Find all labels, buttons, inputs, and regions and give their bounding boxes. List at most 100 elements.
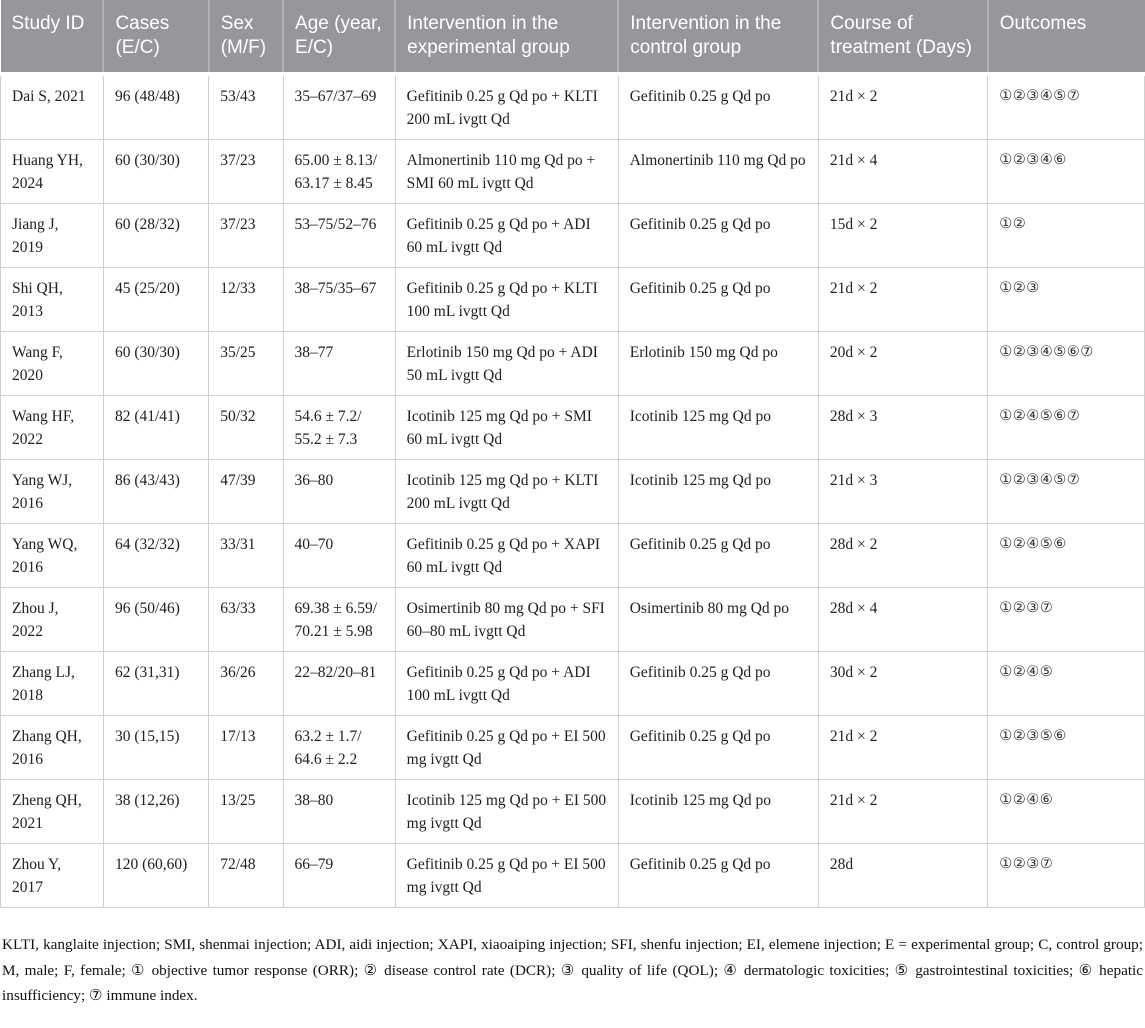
cell-course: 21d × 3 <box>817 459 989 524</box>
cell-cases: 30 (15,15) <box>102 715 210 780</box>
cell-outcomes: ①②④⑤⑥ <box>987 523 1145 588</box>
table-row: Zhou Y, 2017 120 (60,60) 72/48 66–79 Gefitin… <box>0 843 1145 908</box>
cell-course: 21d × 2 <box>817 73 989 140</box>
cell-intervention-control: Icotinib 125 mg Qd po <box>617 459 819 524</box>
cell-intervention-experimental: Almonertinib 110 mg Qd po + SMI 60 mL iv… <box>394 139 619 204</box>
cell-cases: 96 (48/48) <box>102 73 210 140</box>
cell-study-id: Zheng QH, 2021 <box>0 779 104 844</box>
cell-sex: 12/33 <box>208 267 284 332</box>
cell-intervention-control: Gefitinib 0.25 g Qd po <box>617 843 819 908</box>
cell-study-id: Zhang LJ, 2018 <box>0 651 104 716</box>
cell-cases: 45 (25/20) <box>102 267 210 332</box>
cell-study-id: Shi QH, 2013 <box>0 267 104 332</box>
cell-study-id: Yang WQ, 2016 <box>0 523 104 588</box>
cell-course: 21d × 2 <box>817 715 989 780</box>
cell-intervention-control: Gefitinib 0.25 g Qd po <box>617 651 819 716</box>
table-body: Dai S, 2021 96 (48/48) 53/43 35–67/​37–69 Ge… <box>0 73 1145 908</box>
cell-outcomes: ①②③④⑤⑥⑦ <box>987 331 1145 396</box>
cell-outcomes: ①②③ <box>987 267 1145 332</box>
cell-intervention-control: Erlotinib 150 mg Qd po <box>617 331 819 396</box>
table-row: Wang HF, 2022 82 (41/41) 50/32 54.6 ± 7.2/​… <box>0 395 1145 460</box>
cell-cases: 60 (28/32) <box>102 203 210 268</box>
cell-intervention-experimental: Gefitinib 0.25 g Qd po + EI 500 mg ivgtt… <box>394 715 619 780</box>
cell-age: 38–75/​35–67 <box>282 267 396 332</box>
cell-intervention-experimental: Gefitinib 0.25 g Qd po + ADI 60 mL ivgtt… <box>394 203 619 268</box>
cell-course: 21d × 2 <box>817 779 989 844</box>
cell-sex: 36/26 <box>208 651 284 716</box>
cell-intervention-control: Icotinib 125 mg Qd po <box>617 395 819 460</box>
cell-outcomes: ①②③④⑤⑦ <box>987 73 1145 140</box>
cell-outcomes: ①② <box>987 203 1145 268</box>
cell-cases: 120 (60,60) <box>102 843 210 908</box>
table-row: Huang YH, 2024 60 (30/30) 37/23 65.00 ± 8.1… <box>0 139 1145 204</box>
cell-outcomes: ①②③⑤⑥ <box>987 715 1145 780</box>
cell-age: 54.6 ± 7.2/​55.2 ± 7.3 <box>282 395 396 460</box>
column-header-outcomes: Outcomes <box>986 0 1145 76</box>
cell-course: 15d × 2 <box>817 203 989 268</box>
cell-course: 28d × 4 <box>817 587 989 652</box>
cell-intervention-control: Icotinib 125 mg Qd po <box>617 779 819 844</box>
cell-intervention-control: Gefitinib 0.25 g Qd po <box>617 203 819 268</box>
column-header-sex: Sex (M/F) <box>207 0 284 76</box>
cell-course: 28d × 2 <box>817 523 989 588</box>
cell-outcomes: ①②④⑥ <box>987 779 1145 844</box>
column-header-cases: Cases (E/C) <box>102 0 209 76</box>
cell-study-id: Zhou Y, 2017 <box>0 843 104 908</box>
table-row: Shi QH, 2013 45 (25/20) 12/33 38–75/​35–67 G… <box>0 267 1145 332</box>
cell-sex: 50/32 <box>208 395 284 460</box>
cell-intervention-control: Gefitinib 0.25 g Qd po <box>617 267 819 332</box>
cell-intervention-experimental: Icotinib 125 mg Qd po + EI 500 mg ivgtt … <box>394 779 619 844</box>
cell-intervention-experimental: Icotinib 125 mg Qd po + KLTI 200 mL ivgt… <box>394 459 619 524</box>
table-row: Yang WQ, 2016 64 (32/32) 33/31 40–70 Gefitin… <box>0 523 1145 588</box>
cell-sex: 33/31 <box>208 523 284 588</box>
cell-cases: 82 (41/41) <box>102 395 210 460</box>
cell-age: 38–77 <box>282 331 396 396</box>
cell-course: 28d × 3 <box>817 395 989 460</box>
cell-intervention-control: Gefitinib 0.25 g Qd po <box>617 523 819 588</box>
cell-study-id: Jiang J, 2019 <box>0 203 104 268</box>
cell-study-id: Zhou J, 2022 <box>0 587 104 652</box>
cell-sex: 13/25 <box>208 779 284 844</box>
cell-intervention-experimental: Gefitinib 0.25 g Qd po + KLTI 200 mL ivg… <box>394 73 619 140</box>
cell-sex: 63/33 <box>208 587 284 652</box>
cell-intervention-experimental: Erlotinib 150 mg Qd po + ADI 50 mL ivgtt… <box>394 331 619 396</box>
cell-outcomes: ①②④⑤⑥⑦ <box>987 395 1145 460</box>
cell-intervention-control: Almonertinib 110 mg Qd po <box>617 139 819 204</box>
cell-outcomes: ①②③⑦ <box>987 843 1145 908</box>
table-row: Yang WJ, 2016 86 (43/43) 47/39 36–80 Icotini… <box>0 459 1145 524</box>
table-footnote: KLTI, kanglaite injection; SMI, shenmai … <box>2 936 1143 1005</box>
cell-course: 21d × 4 <box>817 139 989 204</box>
cell-sex: 47/39 <box>208 459 284 524</box>
cell-cases: 60 (30/30) <box>102 139 210 204</box>
cell-cases: 96 (50/46) <box>102 587 210 652</box>
cell-cases: 86 (43/43) <box>102 459 210 524</box>
cell-study-id: Huang YH, 2024 <box>0 139 104 204</box>
cell-age: 36–80 <box>282 459 396 524</box>
cell-intervention-experimental: Gefitinib 0.25 g Qd po + EI 500 mg ivgtt… <box>394 843 619 908</box>
cell-course: 28d <box>817 843 989 908</box>
table-row: Jiang J, 2019 60 (28/32) 37/23 53–75/​52–76… <box>0 203 1145 268</box>
column-header-intervention-control: Intervention in the control group <box>617 0 819 76</box>
cell-age: 38–80 <box>282 779 396 844</box>
cell-intervention-experimental: Gefitinib 0.25 g Qd po + XAPI 60 mL ivgt… <box>394 523 619 588</box>
cell-sex: 37/23 <box>208 203 284 268</box>
cell-sex: 17/13 <box>208 715 284 780</box>
cell-intervention-control: Gefitinib 0.25 g Qd po <box>617 715 819 780</box>
column-header-intervention-experimental: Intervention in the experimental group <box>394 0 619 76</box>
cell-sex: 37/23 <box>208 139 284 204</box>
cell-cases: 64 (32/32) <box>102 523 210 588</box>
cell-intervention-experimental: Osimertinib 80 mg Qd po + SFI 60–80 mL i… <box>394 587 619 652</box>
column-header-study-id: Study ID <box>0 0 104 76</box>
cell-study-id: Zhang QH, 2016 <box>0 715 104 780</box>
cell-age: 63.2 ± 1.7/​64.6 ± 2.2 <box>282 715 396 780</box>
cell-intervention-experimental: Icotinib 125 mg Qd po + SMI 60 mL ivgtt … <box>394 395 619 460</box>
cell-study-id: Dai S, 2021 <box>0 73 104 140</box>
cell-intervention-control: Osimertinib 80 mg Qd po <box>617 587 819 652</box>
cell-age: 65.00 ± 8.13/​63.17 ± 8.45 <box>282 139 396 204</box>
cell-study-id: Yang WJ, 2016 <box>0 459 104 524</box>
cell-age: 40–70 <box>282 523 396 588</box>
cell-study-id: Wang HF, 2022 <box>0 395 104 460</box>
cell-course: 20d × 2 <box>817 331 989 396</box>
cell-age: 35–67/​37–69 <box>282 73 396 140</box>
cell-intervention-experimental: Gefitinib 0.25 g Qd po + KLTI 100 mL ivg… <box>394 267 619 332</box>
